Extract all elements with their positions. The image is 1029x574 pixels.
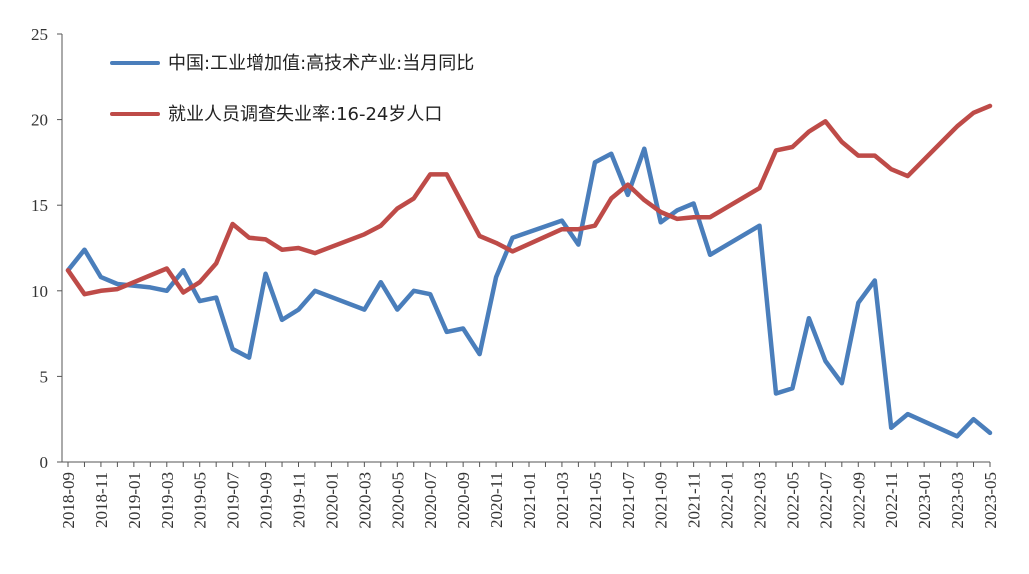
y-tick-label: 15 — [31, 196, 48, 215]
x-tick-label: 2021-05 — [586, 472, 605, 529]
x-tick-label: 2021-11 — [685, 472, 704, 528]
x-tick-label: 2019-01 — [125, 472, 144, 529]
x-tick-label: 2021-07 — [619, 472, 638, 529]
legend-item-industrial: 中国:工业增加值:高技术产业:当月同比 — [110, 53, 474, 74]
series-line-0 — [65, 146, 993, 439]
legend: 中国:工业增加值:高技术产业:当月同比 就业人员调查失业率:16-24岁人口 — [110, 53, 474, 125]
x-tick-label: 2022-05 — [783, 472, 802, 529]
x-tick-label: 2022-01 — [718, 472, 737, 529]
y-axis-ticks: 0 5 10 15 20 25 — [31, 25, 62, 472]
y-tick-label: 25 — [31, 25, 48, 44]
x-tick-label: 2023-01 — [915, 472, 934, 529]
y-tick-label: 10 — [31, 282, 48, 301]
series-layer — [65, 103, 993, 439]
series-line-1 — [65, 103, 993, 297]
x-tick-label: 2021-03 — [553, 472, 572, 529]
x-tick-label: 2020-03 — [355, 472, 374, 529]
x-tick-label: 2023-03 — [948, 472, 967, 529]
x-tick-label: 2019-07 — [224, 472, 243, 529]
x-tick-label: 2020-01 — [322, 472, 341, 529]
y-tick-label: 20 — [31, 111, 48, 130]
x-tick-label: 2019-03 — [158, 472, 177, 529]
x-tick-label: 2022-03 — [751, 472, 770, 529]
legend-label-unemployment: 就业人员调查失业率:16-24岁人口 — [168, 104, 442, 125]
x-tick-label: 2022-11 — [882, 472, 901, 528]
x-tick-label: 2019-05 — [191, 472, 210, 529]
legend-item-unemployment: 就业人员调查失业率:16-24岁人口 — [110, 104, 442, 125]
x-tick-label: 2020-07 — [421, 472, 440, 529]
x-tick-label: 2020-09 — [454, 472, 473, 529]
x-axis-ticks: 2018-09 2018-11 2019-01 2019-03 2019-05 2019-… — [59, 462, 1000, 529]
x-tick-label: 2021-01 — [520, 472, 539, 529]
x-tick-label: 2021-09 — [652, 472, 671, 529]
x-tick-label: 2018-11 — [92, 472, 111, 528]
x-tick-label: 2023-05 — [981, 472, 1000, 529]
axes — [61, 34, 990, 463]
x-tick-label: 2022-07 — [816, 472, 835, 529]
y-tick-label: 5 — [40, 367, 49, 386]
x-tick-label: 2022-09 — [849, 472, 868, 529]
x-tick-label: 2019-09 — [257, 472, 276, 529]
x-tick-label: 2020-11 — [487, 472, 506, 528]
x-tick-label: 2018-09 — [59, 472, 78, 529]
y-tick-label: 0 — [40, 453, 49, 472]
legend-label-industrial: 中国:工业增加值:高技术产业:当月同比 — [168, 53, 474, 74]
x-tick-label: 2020-05 — [388, 472, 407, 529]
x-tick-label: 2019-11 — [290, 472, 309, 528]
